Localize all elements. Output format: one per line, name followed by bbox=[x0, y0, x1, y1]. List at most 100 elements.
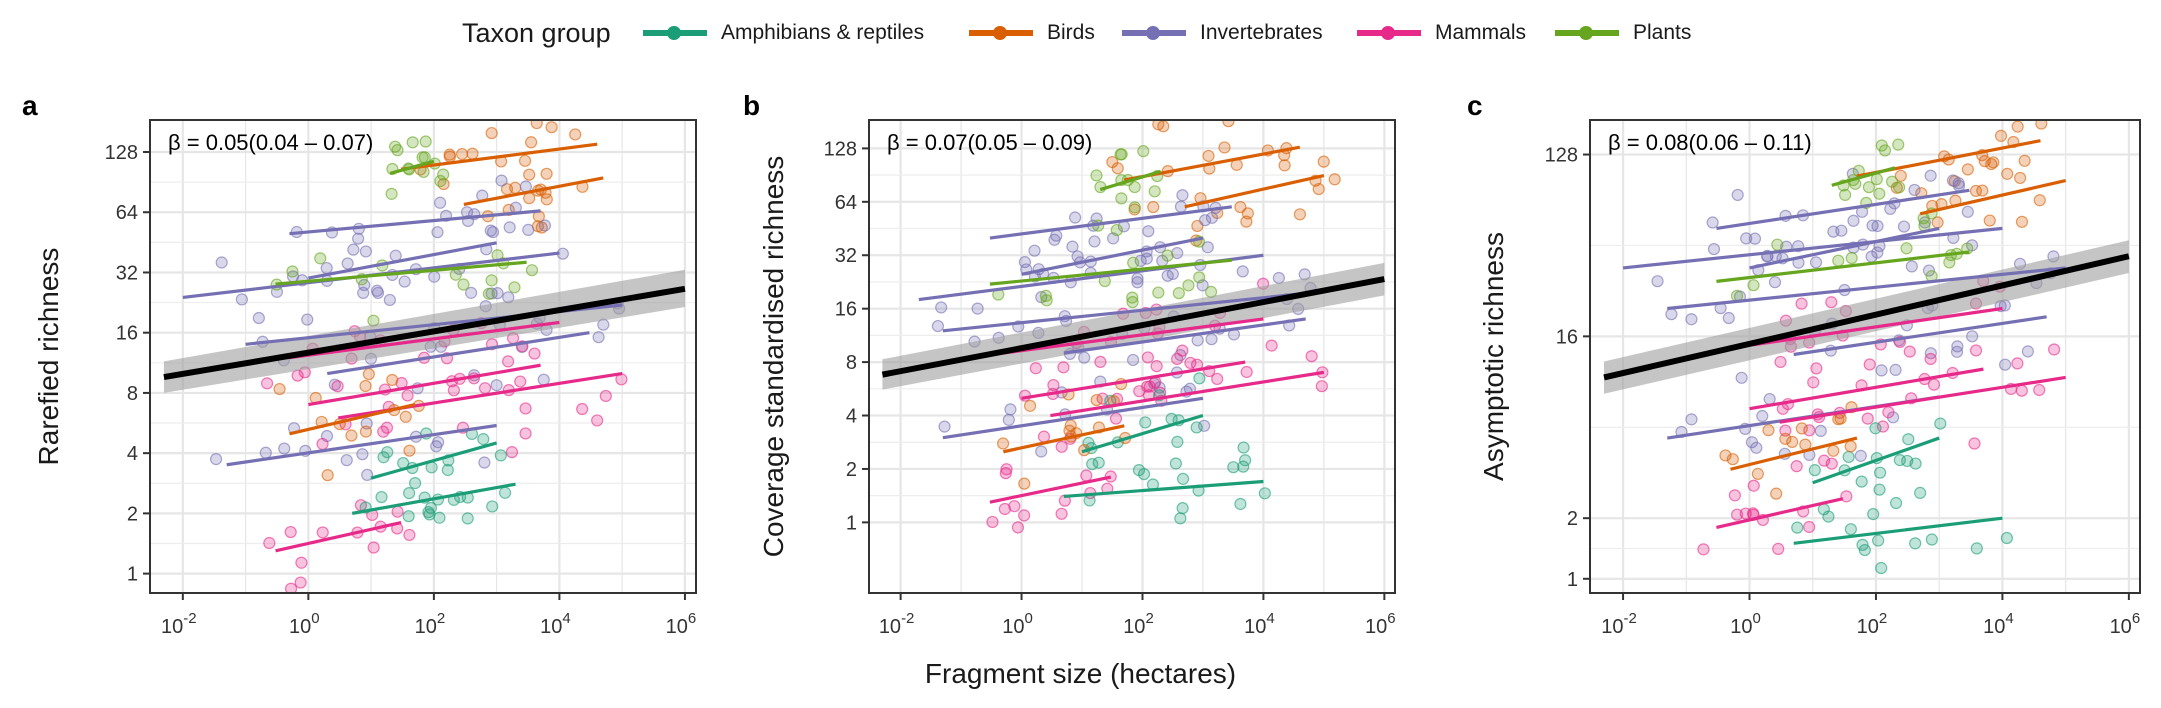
data-point bbox=[2015, 384, 2028, 397]
data-point bbox=[1126, 353, 1140, 367]
data-point bbox=[359, 245, 372, 258]
data-point bbox=[1328, 173, 1341, 186]
data-point bbox=[1774, 355, 1787, 369]
data-point bbox=[398, 275, 411, 288]
group-fit-line bbox=[370, 441, 498, 480]
y-tick-label: 2 bbox=[846, 459, 857, 481]
y-tick-label: 2 bbox=[127, 503, 138, 525]
beta-annotation: β = 0.05(0.04 – 0.07) bbox=[168, 130, 373, 155]
data-point bbox=[340, 454, 353, 467]
data-point bbox=[1048, 233, 1061, 246]
data-point bbox=[1142, 225, 1155, 238]
data-point bbox=[1747, 279, 1760, 292]
data-point bbox=[519, 402, 532, 415]
data-point bbox=[1111, 162, 1124, 175]
data-point bbox=[1869, 422, 1882, 435]
data-point bbox=[443, 150, 457, 163]
data-point bbox=[1803, 424, 1816, 437]
data-point bbox=[2033, 194, 2046, 207]
data-point bbox=[1305, 350, 1318, 363]
data-point bbox=[447, 384, 460, 397]
data-point bbox=[331, 380, 344, 393]
group-fit-line bbox=[1063, 479, 1264, 499]
overall-fit-line bbox=[1603, 253, 2130, 381]
group-fit-line bbox=[389, 159, 435, 175]
data-point bbox=[1839, 188, 1852, 201]
data-point bbox=[408, 477, 422, 490]
data-point bbox=[1128, 180, 1141, 194]
data-point bbox=[1127, 256, 1140, 269]
data-point bbox=[1768, 276, 1782, 289]
data-point bbox=[1176, 189, 1189, 202]
y-tick-label: 128 bbox=[1545, 145, 1578, 167]
legend-label: Birds bbox=[1047, 21, 1095, 44]
data-point bbox=[477, 433, 490, 446]
data-point bbox=[569, 128, 582, 141]
group-fit-line bbox=[1081, 413, 1204, 454]
data-point bbox=[466, 147, 479, 160]
data-point bbox=[1023, 399, 1037, 412]
data-point bbox=[434, 174, 447, 188]
group-fit-line bbox=[942, 396, 1204, 440]
group-fit-line bbox=[326, 331, 590, 376]
group-fit-line bbox=[275, 260, 527, 286]
data-point bbox=[1234, 200, 1247, 214]
data-point bbox=[385, 187, 398, 200]
y-tick-label: 1 bbox=[127, 564, 138, 586]
group-fit-line bbox=[275, 520, 402, 553]
data-point bbox=[259, 446, 272, 459]
data-point bbox=[434, 196, 447, 209]
data-point bbox=[537, 373, 550, 386]
data-point bbox=[525, 136, 538, 149]
data-point bbox=[1728, 489, 1741, 502]
data-point bbox=[215, 256, 228, 269]
data-points bbox=[931, 120, 1341, 534]
x-tick-label: 104 bbox=[1244, 610, 1275, 638]
group-fit-line bbox=[1831, 166, 1896, 187]
data-point bbox=[431, 226, 444, 239]
data-point bbox=[1961, 205, 1974, 218]
data-point bbox=[1040, 294, 1053, 307]
data-point bbox=[1055, 507, 1068, 520]
data-point bbox=[286, 265, 299, 278]
x-tick-label: 106 bbox=[2110, 610, 2141, 638]
group-fit-line bbox=[1021, 236, 1204, 276]
data-point bbox=[528, 347, 541, 360]
data-point bbox=[1150, 360, 1163, 373]
data-point bbox=[1000, 463, 1013, 476]
data-point bbox=[1735, 371, 1748, 384]
data-point bbox=[1922, 264, 1936, 277]
panel-border bbox=[149, 119, 697, 594]
data-point bbox=[1786, 435, 1799, 448]
group-fit-line bbox=[289, 320, 560, 360]
x-tick-label: 106 bbox=[1365, 610, 1396, 638]
data-point bbox=[1071, 250, 1084, 263]
data-point bbox=[486, 500, 499, 513]
data-point bbox=[1176, 502, 1189, 515]
legend-title: Taxon group bbox=[462, 18, 611, 48]
group-fit-line bbox=[942, 289, 1325, 333]
y-tick-label: 32 bbox=[835, 245, 857, 267]
data-point bbox=[1265, 339, 1278, 352]
data-point bbox=[1191, 334, 1204, 347]
data-point bbox=[430, 440, 443, 453]
data-point bbox=[1795, 297, 1808, 310]
data-point bbox=[1894, 169, 1907, 182]
x-tick-label: 102 bbox=[1123, 610, 1154, 638]
group-fit-line bbox=[289, 209, 541, 236]
data-point bbox=[1169, 457, 1182, 470]
group-fit-line bbox=[1749, 367, 1984, 411]
group-fit-line bbox=[1749, 226, 1940, 270]
data-point bbox=[1182, 279, 1195, 292]
data-point bbox=[1002, 413, 1015, 426]
data-point bbox=[1934, 417, 1947, 430]
data-point bbox=[1171, 352, 1184, 366]
data-point bbox=[1914, 486, 1927, 499]
data-point bbox=[1987, 156, 2000, 169]
x-tick-label: 10-2 bbox=[1601, 610, 1637, 638]
data-point bbox=[1239, 454, 1252, 467]
data-point bbox=[362, 367, 375, 381]
data-point bbox=[485, 274, 498, 287]
data-point bbox=[1090, 169, 1103, 182]
y-tick-label: 128 bbox=[105, 142, 138, 164]
